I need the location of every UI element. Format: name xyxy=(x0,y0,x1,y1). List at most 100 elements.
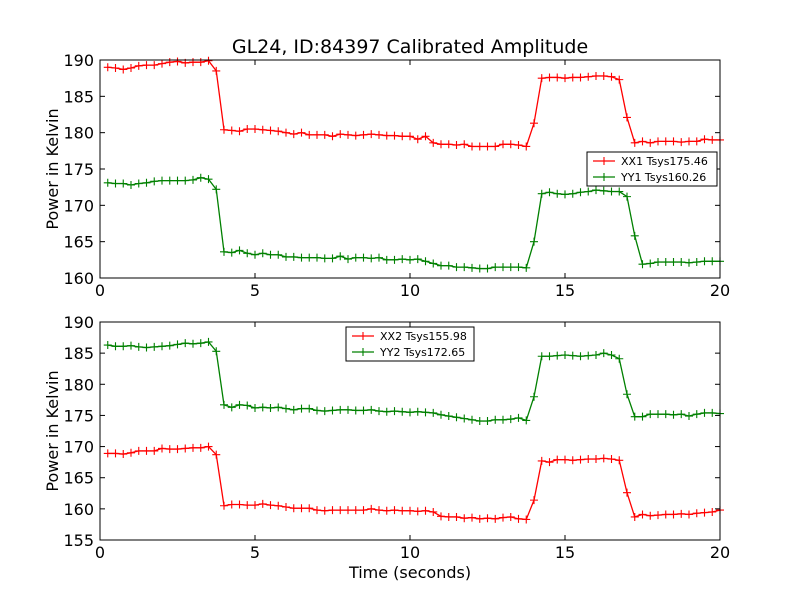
data-point xyxy=(475,264,484,273)
data-point xyxy=(568,189,577,198)
data-point xyxy=(522,416,531,425)
data-point xyxy=(134,179,143,188)
data-point xyxy=(282,128,290,137)
data-point xyxy=(514,263,523,272)
data-point xyxy=(421,257,430,266)
data-point xyxy=(421,506,430,515)
data-point xyxy=(243,249,252,258)
data-point xyxy=(677,258,686,267)
data-point xyxy=(437,140,445,149)
data-point xyxy=(336,506,345,515)
data-point xyxy=(537,74,546,83)
data-point xyxy=(382,255,391,264)
data-point xyxy=(382,506,391,515)
legend-label: XX1 Tsys175.46 xyxy=(621,155,708,168)
data-point xyxy=(576,188,585,197)
data-point xyxy=(630,512,639,521)
data-point xyxy=(127,448,135,457)
data-point xyxy=(165,341,174,350)
data-point xyxy=(212,347,221,356)
y-tick-label: 165 xyxy=(63,469,94,488)
data-point xyxy=(491,142,500,151)
data-point xyxy=(320,130,329,139)
data-point xyxy=(615,354,624,363)
data-point xyxy=(545,73,554,82)
data-point xyxy=(390,255,399,264)
data-point xyxy=(142,446,151,455)
data-point xyxy=(615,187,624,196)
data-point xyxy=(274,127,283,136)
data-point xyxy=(545,352,554,361)
data-point xyxy=(615,75,624,84)
data-point xyxy=(359,130,368,139)
data-point xyxy=(499,140,507,149)
x-tick-label: 10 xyxy=(400,543,420,562)
data-point xyxy=(158,176,166,185)
data-point xyxy=(297,504,306,513)
data-point xyxy=(483,417,492,426)
data-point xyxy=(623,488,631,497)
data-point xyxy=(266,126,275,135)
data-point xyxy=(344,506,352,515)
data-point xyxy=(630,138,639,147)
y-tick-label: 185 xyxy=(63,344,94,363)
data-point xyxy=(297,128,306,137)
x-tick-label: 0 xyxy=(95,543,105,562)
data-point xyxy=(111,449,120,458)
data-point xyxy=(700,408,709,417)
data-point xyxy=(375,130,383,139)
data-point xyxy=(173,176,182,185)
data-point xyxy=(452,141,461,150)
data-point xyxy=(320,254,329,263)
data-point xyxy=(584,455,593,464)
data-point xyxy=(623,113,631,122)
data-point xyxy=(700,135,709,144)
data-point xyxy=(677,410,686,419)
data-point xyxy=(204,337,213,346)
data-point xyxy=(646,410,655,419)
data-point xyxy=(266,403,275,412)
legend-marker xyxy=(600,173,608,181)
data-point xyxy=(654,137,662,146)
data-point xyxy=(568,351,577,360)
data-point xyxy=(514,413,523,422)
data-point xyxy=(382,131,391,140)
top-series-2 xyxy=(103,173,724,273)
data-point xyxy=(568,73,577,82)
data-point xyxy=(258,249,267,258)
data-point xyxy=(406,506,414,515)
data-point xyxy=(406,408,414,417)
data-point xyxy=(708,257,717,266)
data-point xyxy=(468,142,476,151)
data-point xyxy=(537,352,546,361)
data-point xyxy=(289,504,298,513)
data-point xyxy=(227,126,236,135)
data-point xyxy=(638,260,647,269)
data-point xyxy=(313,130,321,139)
data-point xyxy=(251,250,259,259)
data-point xyxy=(406,132,414,141)
data-point xyxy=(646,259,655,268)
x-tick-label: 10 xyxy=(400,281,420,300)
data-point xyxy=(444,512,453,521)
data-point xyxy=(142,178,151,187)
data-point xyxy=(483,264,492,273)
x-tick-label: 5 xyxy=(250,281,260,300)
data-point xyxy=(576,455,585,464)
data-point xyxy=(375,407,383,416)
data-point xyxy=(235,127,244,136)
data-point xyxy=(406,255,414,264)
data-point xyxy=(320,407,329,416)
data-point xyxy=(437,410,445,419)
data-point xyxy=(638,510,647,519)
data-point xyxy=(336,252,345,261)
y-tick-label: 160 xyxy=(63,500,94,519)
data-point xyxy=(258,499,267,508)
data-point xyxy=(576,73,585,82)
bottom-x-axis-label: Time (seconds) xyxy=(348,563,471,582)
legend-label: YY2 Tsys172.65 xyxy=(379,346,465,359)
data-point xyxy=(111,63,120,72)
data-point xyxy=(390,407,399,416)
chart-title: GL24, ID:84397 Calibrated Amplitude xyxy=(232,36,588,58)
